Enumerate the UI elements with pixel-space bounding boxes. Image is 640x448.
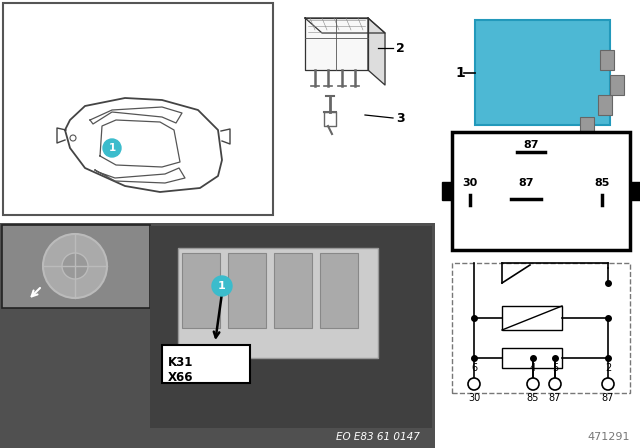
Bar [630,182,640,200]
Text: 30: 30 [462,178,477,188]
Bar [2,225,150,308]
Bar [600,50,614,70]
Text: 471291: 471291 [588,432,630,442]
Text: 87: 87 [518,178,534,188]
Text: 2: 2 [396,42,404,55]
Text: 1: 1 [455,66,465,80]
Bar [3,3,273,215]
Text: 5: 5 [552,363,558,373]
Circle shape [602,378,614,390]
Bar [150,226,432,428]
Circle shape [527,378,539,390]
Text: 2: 2 [605,363,611,373]
Bar [580,117,594,137]
Text: 1: 1 [218,281,226,291]
Text: 6: 6 [471,363,477,373]
Bar [228,253,266,328]
Bar [452,132,630,250]
Circle shape [62,253,88,279]
Circle shape [43,234,107,298]
Polygon shape [368,18,385,85]
Circle shape [212,276,232,296]
Bar [320,253,358,328]
Text: X66: X66 [168,371,193,384]
Bar [178,248,378,358]
Bar [162,345,250,383]
Text: K31: K31 [168,356,193,369]
Circle shape [103,139,121,157]
Bar [452,263,630,393]
Text: 3: 3 [396,112,404,125]
Text: 87: 87 [524,140,539,150]
Bar [502,306,562,330]
Bar [502,348,562,368]
Text: 87: 87 [549,393,561,403]
Polygon shape [305,18,368,70]
Polygon shape [305,18,385,33]
Bar [442,182,452,200]
Bar [274,253,312,328]
Text: 4: 4 [530,363,536,373]
Bar [475,20,610,125]
Text: 87: 87 [602,393,614,403]
Text: 85: 85 [595,178,610,188]
Text: EO E83 61 0147: EO E83 61 0147 [336,432,420,442]
Circle shape [468,378,480,390]
Bar [610,75,624,95]
Bar [598,95,612,115]
Text: 1: 1 [108,143,116,153]
Text: 85: 85 [527,393,539,403]
Bar [182,253,220,328]
Bar [0,223,435,448]
Text: 30: 30 [468,393,480,403]
Circle shape [549,378,561,390]
